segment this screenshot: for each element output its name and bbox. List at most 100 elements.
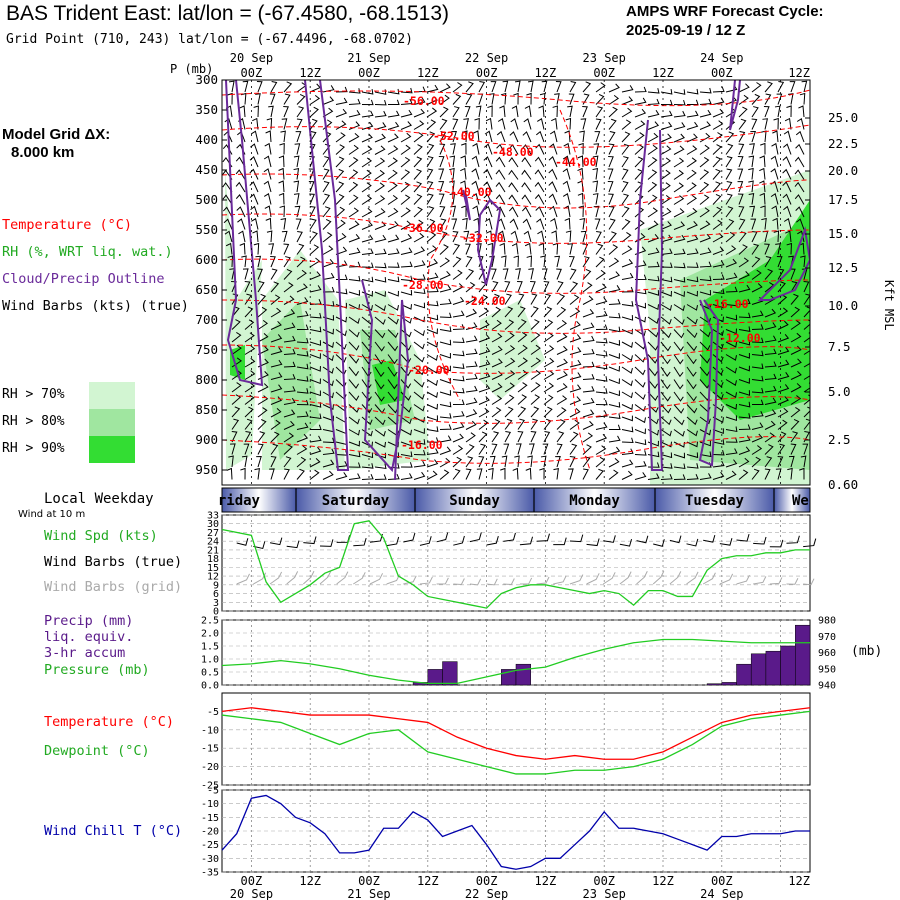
wind-barb <box>686 276 699 283</box>
top-date-label: 22 Sep <box>465 51 508 65</box>
wind-barb <box>539 467 545 480</box>
wind-barb <box>374 366 385 378</box>
wind-barb <box>426 403 438 410</box>
wind-barb <box>634 97 647 105</box>
true-wind-barb <box>319 539 334 547</box>
wind-barb <box>361 463 374 469</box>
wind-barb <box>296 324 309 330</box>
wind-barb <box>296 468 305 480</box>
wind-barb <box>231 418 240 430</box>
wind-barb <box>803 332 810 343</box>
true-wind-barb <box>786 535 800 544</box>
wind-barb <box>686 473 699 480</box>
wind-barb <box>776 256 783 268</box>
wind-chill-panel: -5-10-15-20-25-30-35 <box>201 786 811 879</box>
wind-barb <box>510 118 519 130</box>
wind-barb <box>660 88 673 95</box>
wind-barb <box>500 467 506 480</box>
wind-barb <box>569 294 580 305</box>
wind-barb <box>738 424 751 430</box>
wind-barb <box>775 243 781 255</box>
wind-barb <box>374 474 387 480</box>
wind-barb <box>400 451 413 458</box>
wind-barb <box>348 98 361 105</box>
weekday-label: Sunday <box>449 493 500 509</box>
wind-barb <box>452 106 460 118</box>
wind-barb <box>751 411 764 418</box>
wind-barb <box>449 180 455 193</box>
wind-barb <box>686 110 699 118</box>
wind-barb <box>491 443 498 455</box>
wind-barb <box>451 218 458 230</box>
wind-barb <box>465 348 478 355</box>
wind-barb <box>686 341 698 352</box>
wind-barb <box>660 463 673 469</box>
wind-barb <box>763 106 770 118</box>
wind-barb <box>673 133 685 143</box>
wind-barb <box>751 375 764 382</box>
wind-barb <box>621 391 633 399</box>
wind-barb <box>309 435 322 443</box>
wind-barb <box>556 443 563 455</box>
wind-barb <box>439 312 452 319</box>
wind-barb <box>294 205 301 218</box>
wind-barb <box>621 341 633 348</box>
wind-barb <box>673 276 686 283</box>
wind-barb <box>725 379 737 386</box>
wind-barb <box>463 118 469 130</box>
wind-barb <box>686 290 698 297</box>
wind-barb <box>783 218 792 230</box>
precip-label-accum: 3-hr accum <box>44 645 126 661</box>
wind-barb <box>270 372 283 380</box>
wind-barb <box>660 316 672 325</box>
wind-barb <box>634 132 645 143</box>
bottom-date-label: 24 Sep <box>700 887 743 900</box>
wind-barb <box>452 243 461 255</box>
wind-barb <box>361 157 373 168</box>
top-hour-label: 00Z <box>711 66 733 80</box>
wind-barb <box>348 207 359 218</box>
pressure-tick-label: 350 <box>195 102 218 117</box>
wind-barb <box>608 94 620 105</box>
wind-barb <box>686 145 698 155</box>
wind-barb <box>556 395 568 405</box>
wind-barb <box>348 416 360 425</box>
wind-barb <box>803 293 810 305</box>
wind-barb <box>256 455 262 468</box>
wind-barb <box>608 402 621 408</box>
wind-barb <box>543 357 555 368</box>
wind-barb <box>309 271 322 280</box>
wind-barb <box>738 143 745 155</box>
wind-barb <box>451 130 457 143</box>
wind-barb <box>751 310 764 318</box>
wind-barb <box>712 108 725 118</box>
wind-barb <box>224 230 233 243</box>
wind-barb <box>426 300 439 307</box>
wind-barb <box>374 208 386 218</box>
wind-barb <box>660 366 671 377</box>
temperature-panel: -5-10-15-20-25 <box>201 692 811 792</box>
wind-barb <box>439 339 452 346</box>
wind-barb <box>280 130 286 143</box>
wind-barb <box>782 193 792 205</box>
wind-barb <box>280 217 287 230</box>
wind-barb <box>673 452 686 459</box>
isotherm <box>222 173 810 209</box>
wind-barb <box>634 156 644 168</box>
wind-barb <box>543 394 554 405</box>
wind-barb <box>504 394 515 405</box>
wind-barb <box>699 220 711 230</box>
grid-point-subtitle: Grid Point (710, 243) lat/lon = (-67.449… <box>6 32 413 47</box>
wind-barb <box>509 218 519 230</box>
wind-barb <box>699 289 712 296</box>
wind-barb <box>738 339 751 346</box>
wind-barb <box>712 288 725 295</box>
wind-barb <box>777 320 789 330</box>
wind-barb <box>491 281 499 293</box>
wind-barb <box>439 83 451 93</box>
rh80-label: RH > 80% <box>2 414 65 429</box>
precip-tick-label: 1.0 <box>201 655 219 666</box>
height-tick-label: 25.0 <box>828 110 858 125</box>
wind-barb <box>790 443 797 455</box>
wind-barb <box>426 470 438 480</box>
